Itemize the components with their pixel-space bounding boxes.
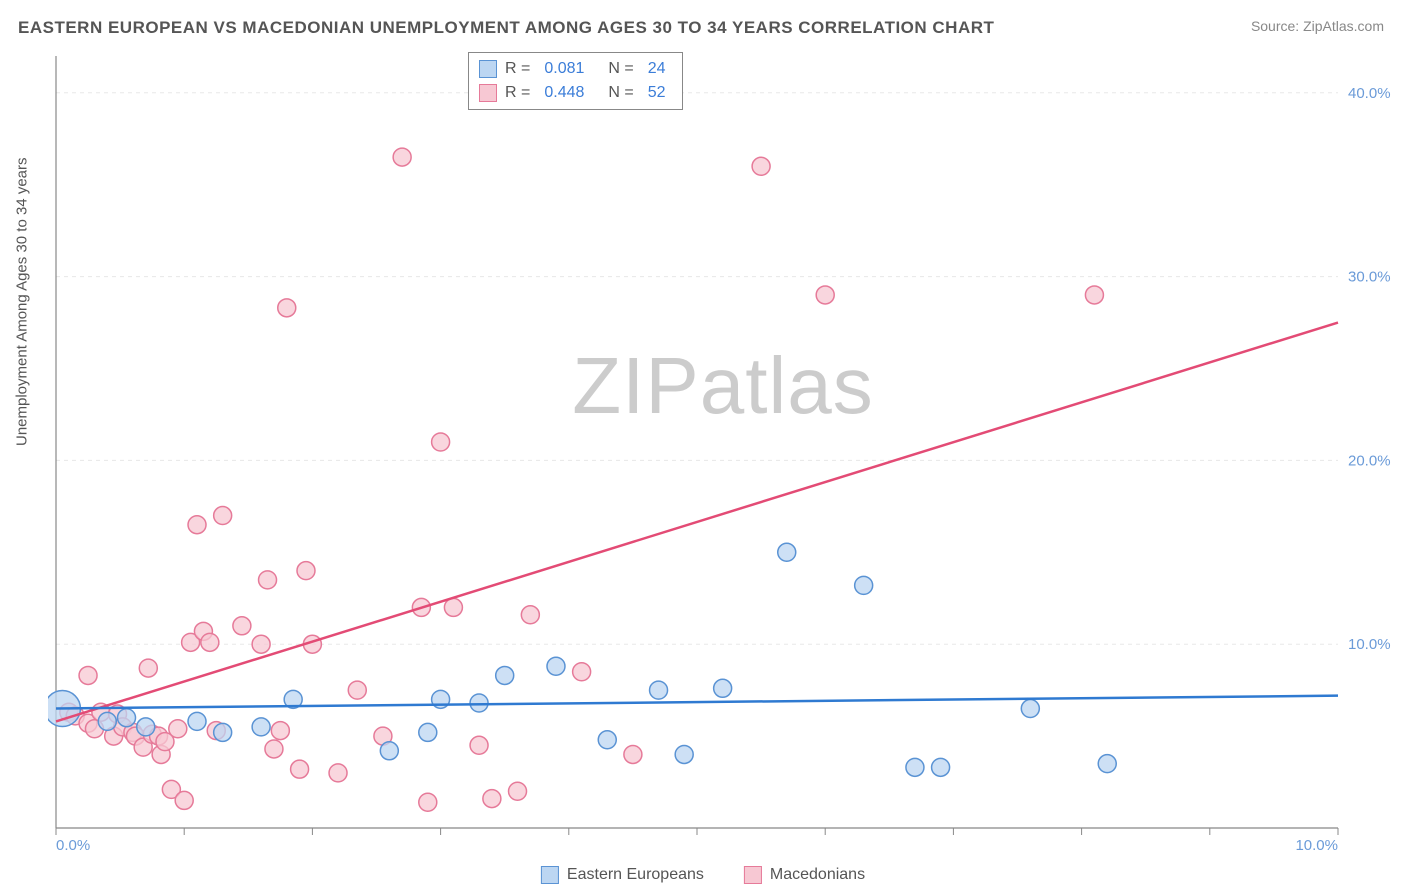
r-label: R = [505, 81, 530, 105]
legend-row: R = 0.081 N = 24 [479, 57, 672, 81]
correlation-legend: R = 0.081 N = 24 R = 0.448 N = 52 [468, 52, 683, 110]
legend-swatch [744, 866, 762, 884]
n-label: N = [608, 57, 633, 81]
r-value: 0.081 [544, 57, 584, 81]
series-legend-item: Macedonians [744, 866, 865, 884]
n-value: 24 [648, 57, 666, 81]
r-label: R = [505, 57, 530, 81]
scatter-chart: 10.0% 20.0% 30.0% 40.0% 0.0% 10.0% [48, 48, 1398, 852]
series-name: Macedonians [770, 866, 865, 884]
series-legend: Eastern Europeans Macedonians [541, 866, 865, 884]
chart-area: 10.0%20.0%30.0%40.0%0.0%10.0% ZIPatlas R… [48, 48, 1398, 852]
n-label: N = [608, 81, 633, 105]
svg-text:10.0%: 10.0% [1348, 636, 1391, 653]
svg-text:40.0%: 40.0% [1348, 85, 1391, 102]
series-legend-item: Eastern Europeans [541, 866, 704, 884]
legend-swatch [541, 866, 559, 884]
legend-row: R = 0.448 N = 52 [479, 81, 672, 105]
svg-text:0.0%: 0.0% [56, 837, 90, 852]
y-axis-label: Unemployment Among Ages 30 to 34 years [14, 157, 31, 446]
source-label: Source: ZipAtlas.com [1251, 18, 1384, 34]
svg-text:30.0%: 30.0% [1348, 269, 1391, 286]
legend-swatch [479, 84, 497, 102]
n-value: 52 [648, 81, 666, 105]
chart-title: EASTERN EUROPEAN VS MACEDONIAN UNEMPLOYM… [18, 18, 994, 38]
r-value: 0.448 [544, 81, 584, 105]
svg-text:10.0%: 10.0% [1295, 837, 1338, 852]
svg-text:20.0%: 20.0% [1348, 452, 1391, 469]
legend-swatch [479, 60, 497, 78]
series-name: Eastern Europeans [567, 866, 704, 884]
